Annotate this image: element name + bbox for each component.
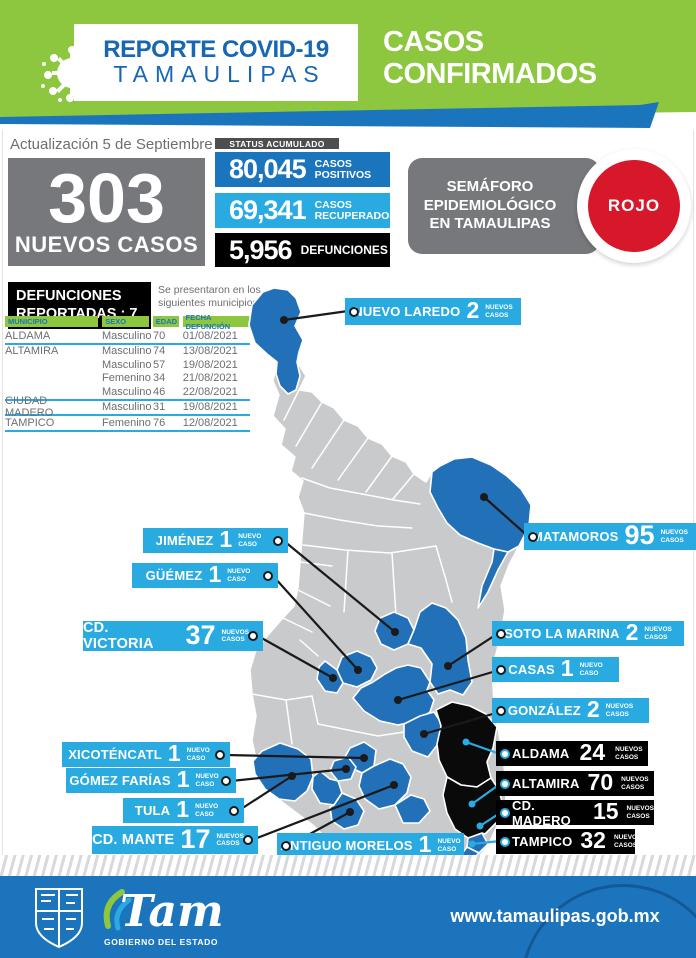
- map-label-antiguo-morelos: ANTIGUO MORELOS 1 NUEVO CASO: [277, 833, 464, 858]
- report-title: REPORTE COVID-19: [103, 35, 329, 63]
- new-cases-box: 303 NUEVOS CASOS: [8, 158, 205, 266]
- map-label-cd-mante: CD. MANTE 17 NUEVOS CASOS: [92, 825, 258, 854]
- map-label-cd-victoria: CD. VICTORIA 37 NUEVOS CASOS: [83, 620, 263, 652]
- connector-ring-icon: [229, 805, 239, 816]
- map-label-tampico: TAMPICO 32 NUEVOS CASOS: [496, 829, 641, 854]
- table-row: Masculino 57 19/08/2021: [102, 358, 238, 371]
- svg-text:Tam: Tam: [120, 886, 224, 937]
- table-row: ALTAMIRA Masculino 74 13/08/2021: [5, 345, 238, 358]
- new-cases-value: 303: [48, 158, 165, 237]
- map-label-nuevo-laredo: NUEVO LAREDO 2 NUEVOS CASOS: [345, 298, 521, 325]
- map-label-gonzalez: GONZÁLEZ 2 NUEVOS CASOS: [492, 698, 649, 723]
- map-label-xicotencatl: XICOTÉNCATL 1 NUEVO CASO: [62, 742, 230, 767]
- page-title: CASOS CONFIRMADOS: [383, 26, 597, 91]
- stat-recovered-cases: 69,341 CASOS RECUPERADOS: [215, 193, 396, 228]
- connector-ring-icon: [273, 535, 283, 546]
- table-row: ALDAMA Masculino 70 01/08/2021: [5, 329, 250, 345]
- tamaulipas-map: [225, 287, 532, 860]
- connector-ring-icon: [496, 705, 506, 716]
- footer-logo-subtext: GOBIERNO DEL ESTADO: [104, 937, 219, 947]
- epidemic-light-circle: ROJO: [577, 149, 691, 263]
- stat-deaths: 5,956 DEFUNCIONES: [215, 233, 390, 267]
- table-row: CIUDAD MADERO Masculino 31 19/08/2021: [5, 395, 250, 419]
- epidemic-light-box: SEMÁFORO EPIDEMIOLÓGICO EN TAMAULIPAS: [408, 158, 600, 254]
- connector-ring-icon: [528, 531, 538, 542]
- tamaulipas-coat-of-arms-icon: [35, 888, 83, 949]
- map-label-tula: TULA 1 NUEVO CASO: [123, 798, 244, 823]
- connector-dots: [280, 316, 488, 816]
- deaths-table: MUNICIPIO SEXO EDAD FECHA DEFUNCIÓN ALDA…: [5, 313, 251, 432]
- map-label-matamoros: MATAMOROS 95 NUEVOS CASOS: [524, 522, 696, 550]
- connector-ring-icon: [500, 748, 510, 759]
- connector-ring-icon: [215, 749, 225, 760]
- map-label-jimenez: JIMÉNEZ 1 NUEVO CASO: [143, 528, 288, 553]
- municipality-borders: [251, 375, 453, 745]
- update-date: Actualización 5 de Septiembre de 2021: [10, 136, 272, 153]
- connector-ring-icon: [500, 807, 510, 818]
- map-label-aldama: ALDAMA 24 NUEVOS CASOS: [496, 741, 648, 766]
- connector-ring-icon: [281, 840, 291, 851]
- status-header: STATUS ACUMULADO: [215, 138, 339, 149]
- connector-ring-icon: [500, 778, 510, 789]
- tam-logo: Tam: [103, 886, 224, 937]
- connector-ring-icon: [243, 835, 253, 845]
- connector-ring-icon: [221, 775, 231, 786]
- footer-url: www.tamaulipas.gob.mx: [450, 906, 660, 926]
- hatch-divider: [0, 855, 696, 876]
- deaths-note: Se presentaron en los siguientes municip…: [158, 284, 261, 310]
- map-label-guemez: GÜÉMEZ 1 NUEVO CASO: [132, 563, 278, 588]
- connector-ring-icon: [496, 664, 506, 675]
- table-row: Femenino 34 21/08/2021: [102, 372, 238, 385]
- map-label-soto-la-marina: SOTO LA MARINA 2 NUEVOS CASOS: [492, 621, 684, 646]
- map-label-altamira: ALTAMIRA 70 NUEVOS CASOS: [496, 771, 654, 796]
- connector-dots-lightblue: [462, 738, 484, 848]
- deaths-table-header: MUNICIPIO SEXO EDAD FECHA DEFUNCIÓN: [5, 313, 251, 331]
- map-label-casas: CASAS 1 NUEVO CASO: [492, 657, 619, 682]
- footer-bar: Tam GOBIERNO DEL ESTADO www.tamaulipas.g…: [0, 876, 696, 958]
- table-row: Masculino 46 22/08/2021: [5, 385, 250, 401]
- map-label-gomez-farias: GÓMEZ FARÍAS 1 NUEVO CASO: [66, 768, 236, 793]
- connector-ring-icon: [263, 570, 273, 581]
- connector-ring-icon: [248, 631, 258, 641]
- stat-positive-cases: 80,045 CASOS POSITIVOS: [215, 152, 390, 187]
- report-logo: REPORTE COVID-19 TAMAULIPAS: [74, 24, 358, 101]
- table-row: TAMPICO Femenino 76 12/08/2021: [5, 416, 250, 432]
- connector-ring-icon: [500, 836, 510, 847]
- connector-lines: [225, 309, 531, 847]
- new-cases-label: NUEVOS CASOS: [14, 232, 199, 258]
- status-badge: ROJO: [588, 160, 680, 252]
- report-subtitle: TAMAULIPAS: [113, 60, 326, 87]
- connector-ring-icon: [349, 306, 359, 317]
- connector-ring-icon: [496, 628, 506, 639]
- map-label-cd-madero: CD. MADERO 15 NUEVOS CASOS: [496, 798, 654, 828]
